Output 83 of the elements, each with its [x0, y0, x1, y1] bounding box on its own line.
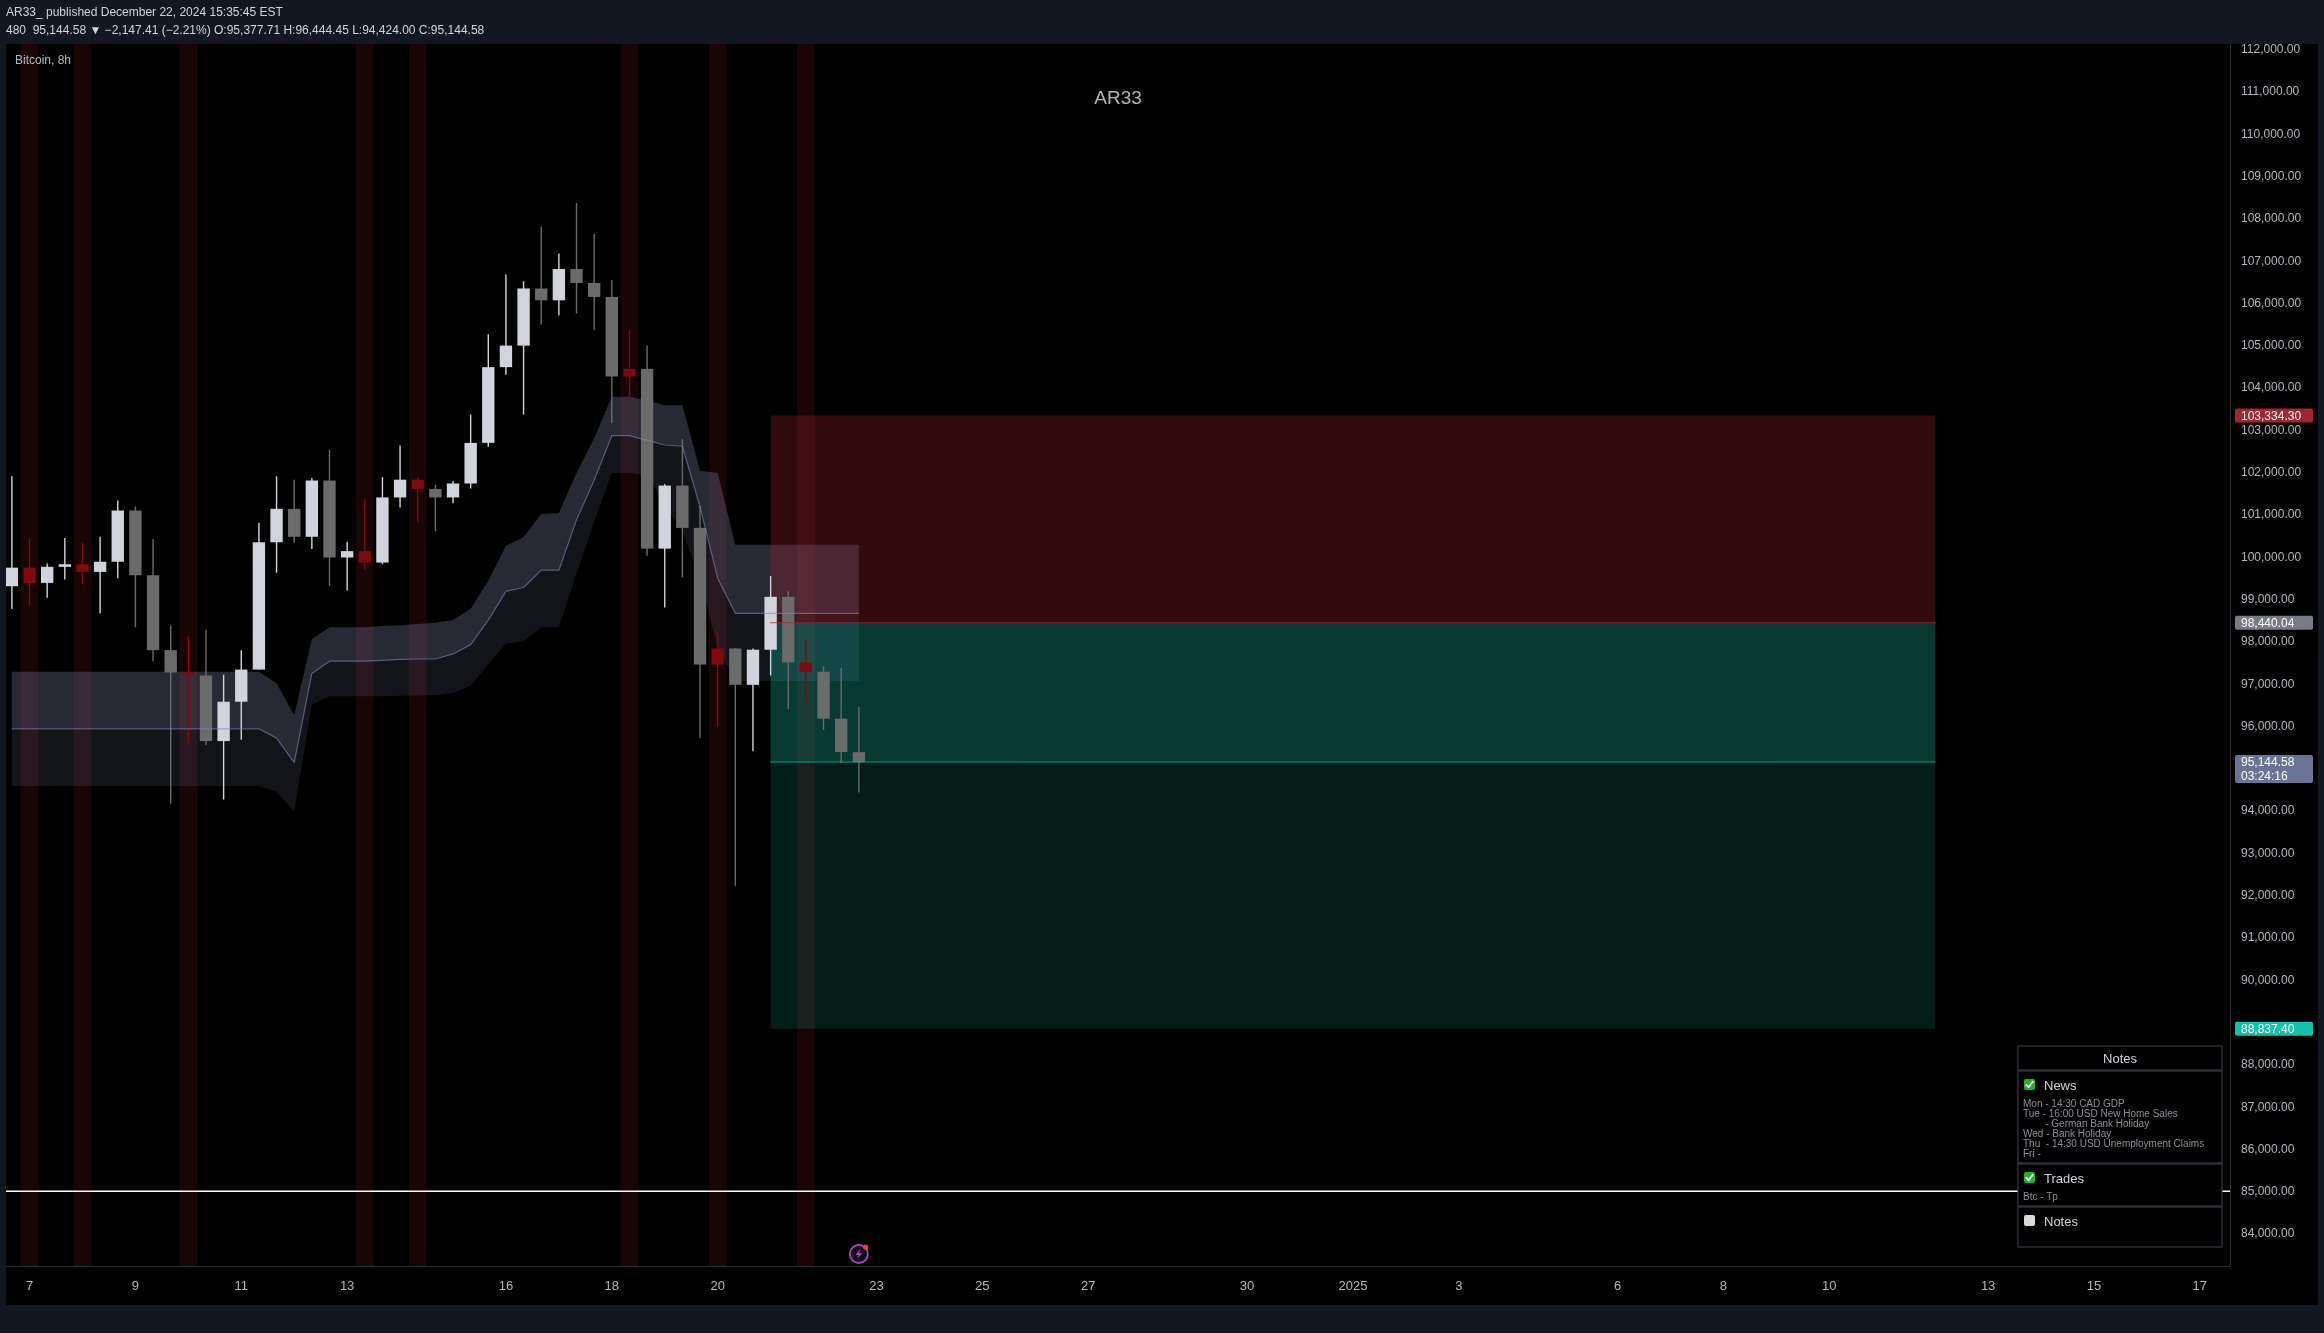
candlestick	[411, 476, 424, 523]
y-tick-label: 86,000.00	[2241, 1141, 2295, 1156]
candlestick	[340, 541, 354, 592]
x-tick-label: 7	[25, 1277, 34, 1293]
x-tick-label: 8	[1719, 1277, 1728, 1293]
y-tick-label: 85,000.00	[2241, 1184, 2295, 1199]
y-tick-label: 105,000.00	[2241, 338, 2302, 353]
candlestick	[587, 233, 601, 332]
candlestick	[41, 562, 54, 599]
y-tick-label: 109,000.00	[2241, 168, 2302, 183]
y-tick-label: 103,334.30	[2241, 408, 2302, 423]
candlestick	[535, 226, 548, 326]
x-tick-label: 25	[975, 1277, 990, 1293]
x-tick-label: 16	[498, 1277, 514, 1293]
candlestick	[182, 635, 195, 745]
candlestick	[93, 536, 107, 615]
x-tick-label: 30	[1239, 1277, 1255, 1293]
y-tick-label: 93,000.00	[2241, 845, 2295, 860]
x-tick-label: 9	[131, 1277, 140, 1293]
y-tick-label: 92,000.00	[2241, 888, 2295, 903]
y-tick-label: 97,000.00	[2241, 676, 2295, 691]
candlestick	[623, 328, 636, 403]
y-tick-label: 91,000.00	[2241, 930, 2295, 945]
x-tick-label: 20	[710, 1277, 725, 1293]
candlestick	[799, 638, 813, 705]
y-tick-label: 110,000.00	[2241, 126, 2301, 141]
candlestick	[446, 480, 460, 505]
y-tick-label: 98,000.00	[2241, 634, 2295, 649]
x-tick-label: 17	[2192, 1277, 2208, 1293]
y-tick-label: 111,000.00	[2241, 84, 2300, 99]
chart-subtitle: AR33_ published December 22, 2024 15:35:45 EST	[6, 5, 284, 19]
candlestick	[852, 706, 866, 794]
x-tick-label: 6	[1613, 1277, 1622, 1293]
y-tick-label: 107,000.00	[2241, 253, 2302, 268]
y-tick-label: 98,440.04	[2241, 615, 2295, 630]
y-tick-label: 103,000.00	[2241, 422, 2302, 437]
x-tick-label: 3	[1455, 1277, 1463, 1293]
text: 03:24:16	[2241, 769, 2289, 784]
y-tick-label: 112,000.00	[2241, 42, 2301, 57]
x-tick-label: 15	[2086, 1277, 2102, 1293]
x-tick-label: 10	[1822, 1277, 1837, 1293]
y-tick-label: 95,144.58	[2241, 755, 2295, 770]
text: Notes	[2103, 1050, 2138, 1066]
x-tick-label: 2025	[1338, 1277, 1368, 1293]
candlestick	[358, 498, 371, 571]
x-tick-label: 27	[1080, 1277, 1096, 1293]
annotation: News	[2044, 1077, 2078, 1093]
x-tick-label: 23	[869, 1277, 884, 1293]
annotation: AR33	[1094, 86, 1142, 108]
y-tick-label: 101,000.00	[2241, 507, 2302, 522]
y-tick-label: 94,000.00	[2241, 803, 2295, 818]
y-tick-label: 88,000.00	[2241, 1057, 2295, 1072]
y-tick-label: 90,000.00	[2241, 972, 2295, 987]
x-tick-label: 18	[604, 1277, 620, 1293]
y-tick-label: 106,000.00	[2241, 295, 2302, 310]
candlestick	[164, 624, 177, 805]
text: Bitcoin, 8h	[15, 53, 72, 67]
y-tick-label: 108,000.00	[2241, 211, 2302, 226]
y-tick-label: 88,837.40	[2241, 1021, 2295, 1036]
annotation: Notes	[2044, 1213, 2079, 1229]
candlestick	[23, 538, 36, 606]
x-tick-label: 13	[339, 1277, 355, 1293]
annotation: Trades	[2044, 1170, 2085, 1186]
x-tick-label: 11	[234, 1277, 249, 1293]
candlestick	[570, 202, 583, 315]
text: 480 95,144.58 ▼ −2,147.41 (−2.21%) O:95,377.71 H:96,444.45 L:94,424.00 C:95,144.58	[6, 23, 485, 37]
annotation: Mon - 14:30 CAD GDP Tue - 16:00 USD New Home Sales - German Bank Holiday Wed - Bank Holiday Thu - 14:30 USD Unemployment Claims Fri -	[2023, 1098, 2207, 1159]
x-tick-label: 13	[1980, 1277, 1996, 1293]
y-tick-label: 100,000.00	[2241, 549, 2302, 564]
candlestick	[711, 631, 724, 728]
candlestick	[6, 475, 19, 610]
candlestick	[393, 444, 407, 509]
annotation: Btc - Tp	[2023, 1191, 2059, 1202]
y-tick-label: 96,000.00	[2241, 718, 2295, 733]
y-tick-label: 87,000.00	[2241, 1099, 2295, 1114]
candlestick	[499, 273, 513, 376]
y-tick-label: 102,000.00	[2241, 465, 2302, 480]
y-tick-label: 84,000.00	[2241, 1226, 2295, 1241]
y-tick-label: 99,000.00	[2241, 591, 2295, 606]
candlestick	[76, 542, 89, 586]
candlestick	[429, 484, 442, 532]
y-tick-label: 104,000.00	[2241, 380, 2302, 395]
candlestick	[58, 537, 71, 581]
